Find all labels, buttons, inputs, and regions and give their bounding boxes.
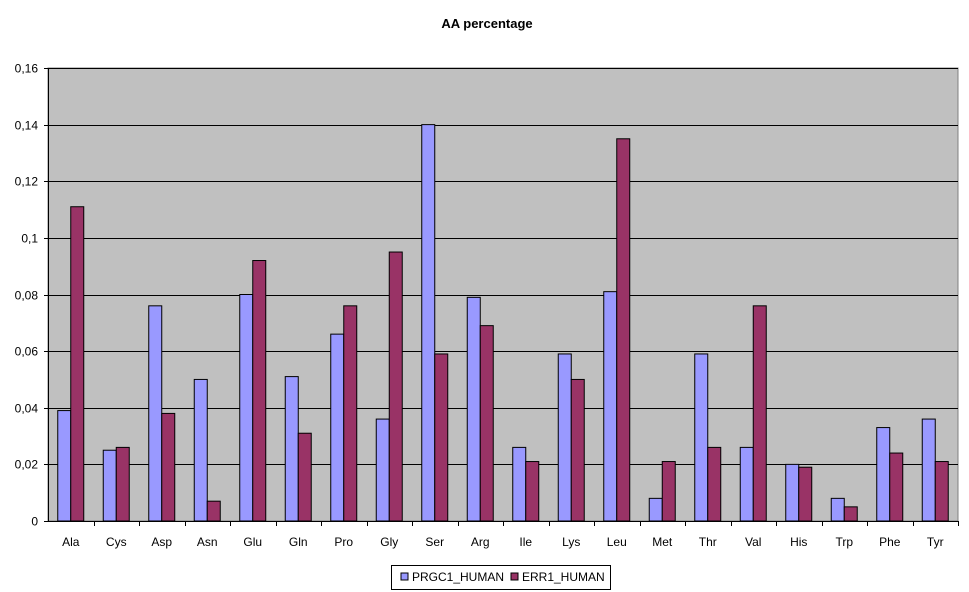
x-tick-label: Ser <box>425 535 444 549</box>
bar-prgc1-human-ala <box>57 410 72 522</box>
bar-err1-human-ile <box>525 461 540 522</box>
bar-prgc1-human-met <box>648 497 663 522</box>
x-tick-label: Arg <box>471 535 490 549</box>
bar-prgc1-human-asp <box>148 305 163 522</box>
x-tick-label: Ala <box>62 535 80 549</box>
bar-err1-human-pro <box>343 305 358 522</box>
x-tick-label: Trp <box>835 535 853 549</box>
bar-err1-human-tyr <box>934 461 949 522</box>
x-tick-label: Asp <box>151 535 172 549</box>
x-tick-label: Gly <box>380 535 398 549</box>
bar-prgc1-human-gly <box>375 418 390 522</box>
x-tick-label: Glu <box>243 535 262 549</box>
bar-err1-human-ser <box>434 353 449 522</box>
chart-title: AA percentage <box>441 16 532 31</box>
x-tick-label: Ile <box>519 535 532 549</box>
bar-prgc1-human-lys <box>557 353 572 522</box>
legend-swatch-err1-human <box>510 572 519 581</box>
bar-err1-human-leu <box>616 138 631 522</box>
x-tick-label: Gln <box>289 535 308 549</box>
bar-prgc1-human-pro <box>330 333 345 522</box>
bar-prgc1-human-tyr <box>921 418 936 522</box>
legend-swatch-prgc1-human <box>400 572 409 581</box>
bar-prgc1-human-asn <box>193 378 208 522</box>
bar-prgc1-human-leu <box>603 291 618 522</box>
bar-err1-human-lys <box>570 378 585 522</box>
legend-label-err1-human: ERR1_HUMAN <box>522 570 605 584</box>
x-tick-label: Tyr <box>927 535 944 549</box>
x-tick-label: Leu <box>607 535 627 549</box>
y-tick-label: 0,1 <box>21 232 38 246</box>
x-tick-label: Asn <box>197 535 218 549</box>
bar-prgc1-human-his <box>785 463 800 522</box>
legend-box <box>391 565 611 590</box>
plot-background <box>47 67 959 522</box>
bar-prgc1-human-ile <box>512 446 527 522</box>
x-tick-label: Met <box>652 535 673 549</box>
y-tick-label: 0,16 <box>15 62 39 76</box>
bar-err1-human-glu <box>252 260 267 522</box>
bar-err1-human-phe <box>889 452 904 522</box>
x-tick-label: Cys <box>106 535 127 549</box>
y-tick-label: 0,06 <box>15 345 39 359</box>
bar-prgc1-human-glu <box>239 294 254 522</box>
x-tick-label: Val <box>745 535 761 549</box>
bar-prgc1-human-arg <box>466 296 481 522</box>
bar-err1-human-ala <box>70 206 85 522</box>
y-tick-label: 0,04 <box>15 402 39 416</box>
bar-prgc1-human-thr <box>694 353 709 522</box>
y-tick-label: 0 <box>31 515 38 529</box>
x-tick-label: Lys <box>562 535 580 549</box>
bar-err1-human-arg <box>479 325 494 522</box>
y-tick-label: 0,08 <box>15 289 39 303</box>
x-tick-label: Thr <box>699 535 717 549</box>
bar-err1-human-trp <box>843 506 858 522</box>
legend-label-prgc1-human: PRGC1_HUMAN <box>412 570 504 584</box>
bar-err1-human-asn <box>206 500 221 522</box>
x-tick-label: His <box>790 535 807 549</box>
bar-err1-human-gln <box>297 432 312 522</box>
bar-prgc1-human-ser <box>421 124 436 522</box>
bar-err1-human-cys <box>115 446 130 522</box>
y-tick-label: 0,02 <box>15 458 39 472</box>
plot-area: 0 0,02 0,04 0,06 0,08 0,1 0,12 0,14 0,16 Ala Cys As… <box>15 62 959 549</box>
y-tick-label: 0,12 <box>15 175 39 189</box>
bar-err1-human-asp <box>161 412 176 522</box>
bar-prgc1-human-trp <box>830 497 845 522</box>
y-tick-label: 0,14 <box>15 119 39 133</box>
bar-prgc1-human-gln <box>284 376 299 522</box>
bar-err1-human-thr <box>707 446 722 522</box>
x-tick-label: Pro <box>334 535 353 549</box>
bar-prgc1-human-cys <box>102 449 117 522</box>
bar-err1-human-met <box>661 461 676 522</box>
legend: PRGC1_HUMAN ERR1_HUMAN <box>391 565 611 590</box>
bar-prgc1-human-phe <box>876 427 891 522</box>
x-tick-label: Phe <box>879 535 901 549</box>
bar-err1-human-his <box>798 466 813 522</box>
bar-err1-human-val <box>752 305 767 522</box>
bar-err1-human-gly <box>388 251 403 522</box>
bar-prgc1-human-val <box>739 446 754 522</box>
